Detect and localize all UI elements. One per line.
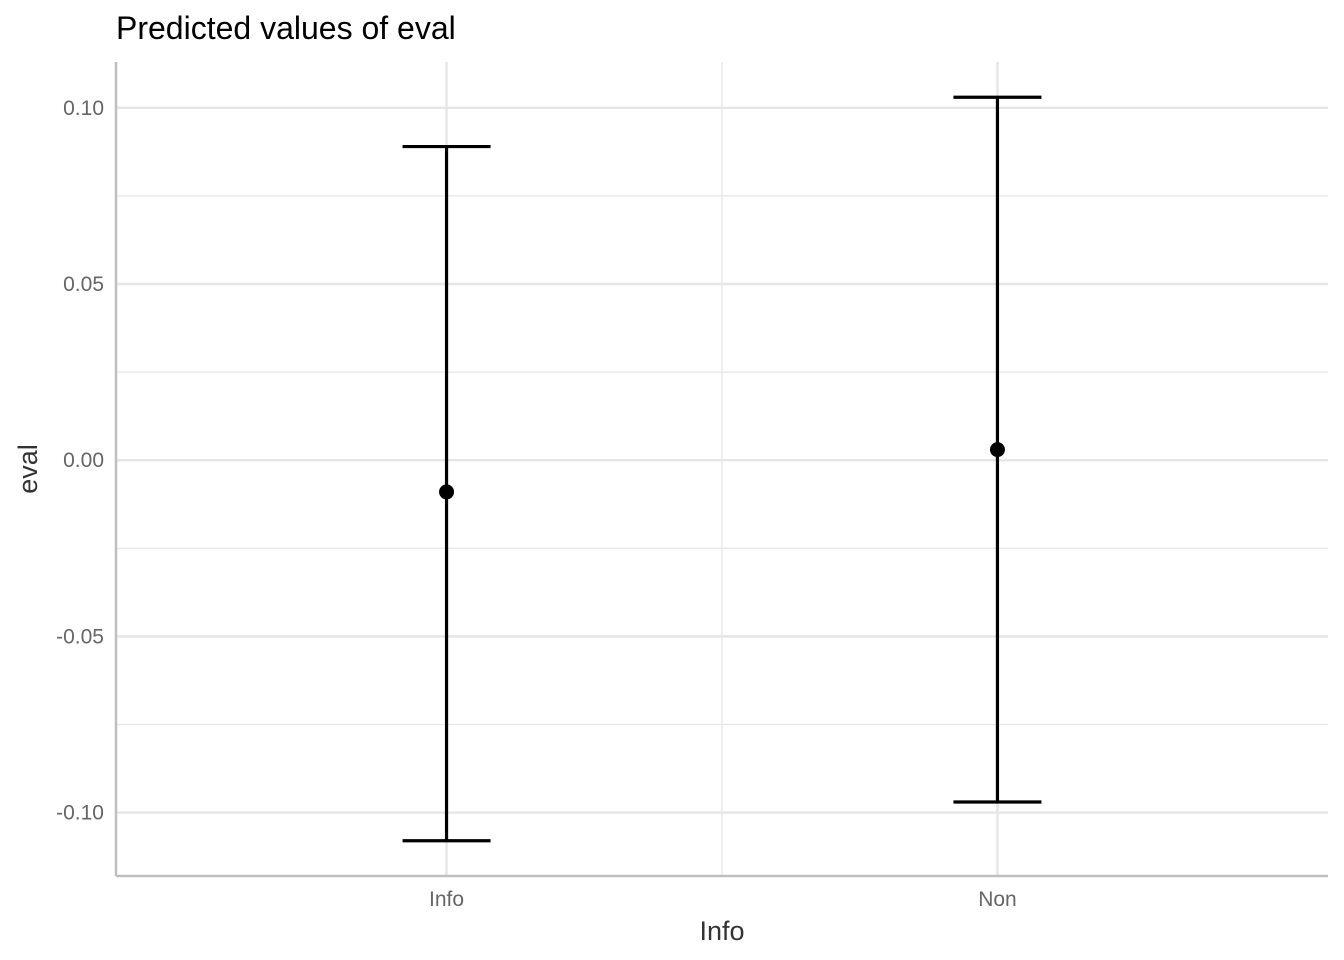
x-tick-label: Non bbox=[978, 888, 1017, 911]
chart-title: Predicted values of eval bbox=[116, 10, 456, 46]
axis-layer bbox=[114, 62, 1328, 878]
mark-layer bbox=[402, 95, 1042, 843]
x-tick-label: Info bbox=[429, 888, 464, 911]
data-point bbox=[989, 442, 1005, 458]
tick-layer: 0.10 0.05 0.00 -0.05 -0.10 Info Non bbox=[56, 97, 1017, 911]
y-tick-label: 0.00 bbox=[63, 449, 104, 472]
x-axis-title: Info bbox=[699, 916, 744, 946]
y-tick-label: -0.05 bbox=[56, 625, 104, 648]
y-tick-label: 0.05 bbox=[63, 273, 104, 296]
y-tick-label: 0.10 bbox=[63, 97, 104, 120]
data-point bbox=[439, 484, 455, 500]
y-axis-title: eval bbox=[13, 444, 43, 494]
grid-layer bbox=[116, 62, 1328, 876]
y-tick-label: -0.10 bbox=[56, 802, 104, 825]
